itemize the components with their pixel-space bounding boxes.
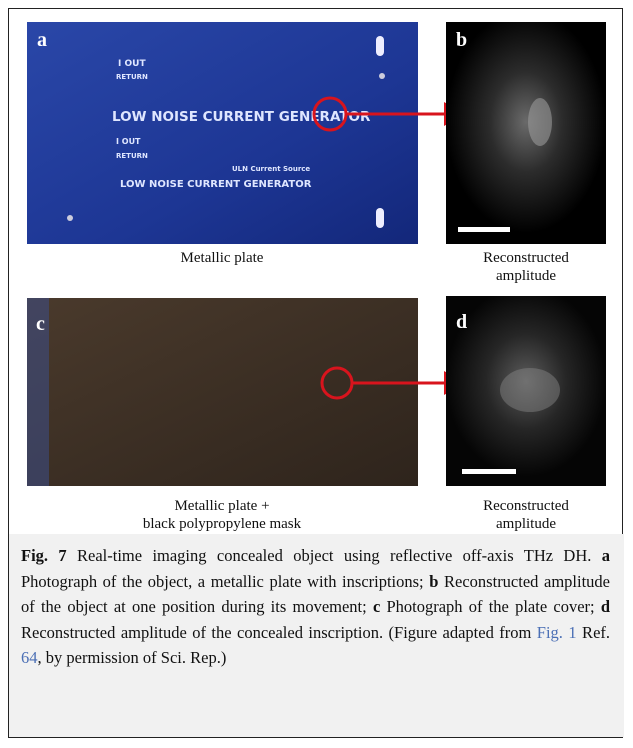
figure-caption: Fig. 7 Real-time imaging concealed objec… [9, 534, 624, 737]
panel-caption: Reconstructed [483, 498, 569, 514]
caption-link[interactable]: 64 [21, 648, 38, 667]
plate-inscription: LOW NOISE CURRENT GENERATOR [112, 109, 371, 125]
reconstruction-spot [500, 368, 560, 412]
panel-label: b [456, 29, 467, 51]
reconstructed-amplitude [446, 22, 606, 244]
metallic-plate-photo [27, 22, 418, 244]
panel-caption: black polypropylene mask [143, 516, 302, 532]
caption-link[interactable]: Fig. 1 [537, 623, 577, 642]
panel-label: a [37, 29, 47, 51]
caption-text: Ref. [577, 623, 610, 642]
panel-caption: Metallic plate [181, 250, 264, 266]
panel-caption: amplitude [496, 268, 556, 284]
panel-label: c [36, 313, 45, 335]
panel-caption: Metallic plate + [174, 498, 269, 514]
masked-plate-photo [27, 298, 418, 486]
reconstruction-spot [528, 98, 552, 146]
plate-inscription: RETURN [116, 73, 148, 81]
panel-label: d [456, 311, 467, 333]
hole [376, 208, 384, 228]
panel-caption: amplitude [496, 516, 556, 532]
caption-text: Real-time imaging concealed object using… [67, 546, 602, 565]
caption-bold: a [602, 546, 610, 565]
plate-inscription: I OUT [116, 137, 141, 146]
figure: a I OUT RETURN LOW NOISE CURRENT GENERAT… [0, 0, 633, 534]
plate-inscription: LOW NOISE CURRENT GENERATOR [120, 179, 312, 190]
page: {"panels": [ {"label": "a", "inscription… [0, 0, 633, 748]
panel-caption: Reconstructed [483, 250, 569, 266]
hole [379, 73, 385, 79]
hole [376, 36, 384, 56]
caption-bold: d [601, 597, 610, 616]
caption-text: Reconstructed amplitude of the concealed… [21, 623, 537, 642]
caption-bold: Fig. 7 [21, 546, 67, 565]
hole [67, 215, 73, 221]
caption-text: , by permission of Sci. Rep.) [38, 648, 227, 667]
plate-inscription: ULN Current Source [232, 165, 310, 173]
caption-text: Photograph of the plate cover; [380, 597, 601, 616]
plate-inscription: RETURN [116, 152, 148, 160]
scale-bar [462, 469, 516, 474]
plate-inscription: I OUT [118, 59, 146, 69]
caption-text: Photograph of the object, a metallic pla… [21, 572, 429, 591]
scale-bar [458, 227, 510, 232]
